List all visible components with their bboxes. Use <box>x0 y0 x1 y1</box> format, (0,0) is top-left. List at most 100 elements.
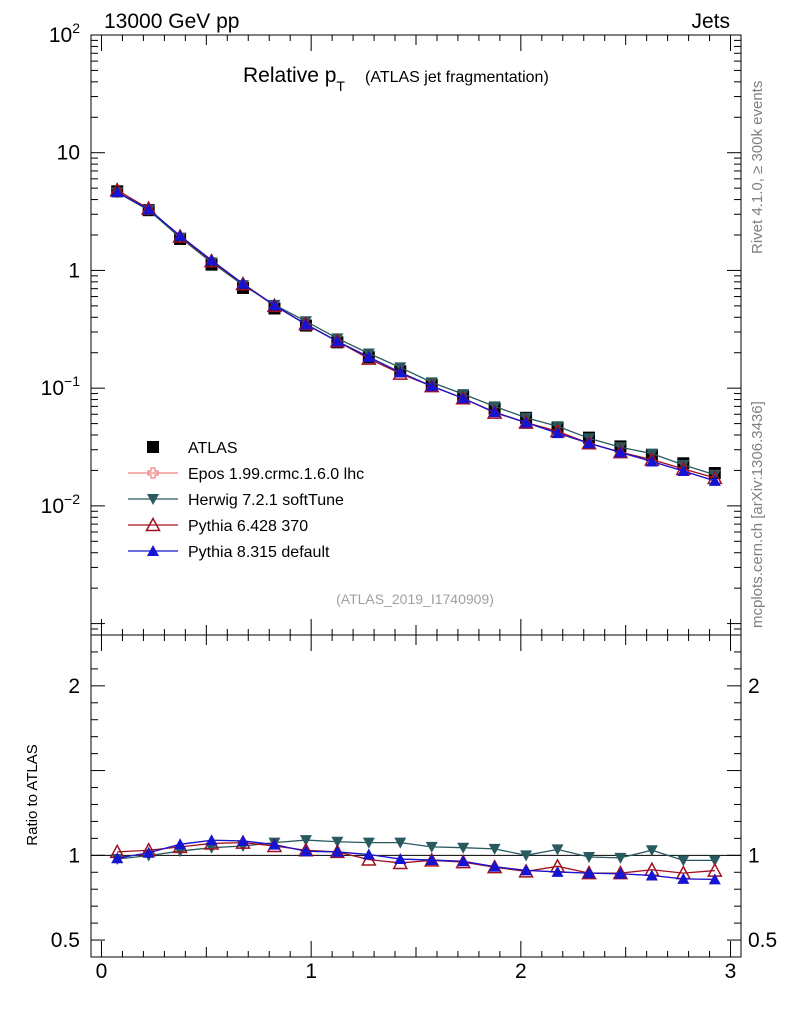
pythia8-ratio-point <box>394 853 407 865</box>
herwig-ratio-point <box>614 852 627 864</box>
x-tick-label: 1 <box>305 960 317 983</box>
pythia8-series-point <box>331 335 344 347</box>
pythia8-ratio-point <box>425 854 438 866</box>
epos-series-line <box>116 191 715 482</box>
pythia8-ratio-point <box>362 848 375 860</box>
category-label: Jets <box>691 10 730 33</box>
pythia8-series-point <box>457 392 470 404</box>
ratio-tick-label-right: 0.5 <box>748 929 777 952</box>
y-tick-label-base: 10 <box>41 495 64 518</box>
ratio-tick-label: 0.5 <box>51 929 80 952</box>
herwig-ratio-point <box>362 837 375 849</box>
pythia8-ratio-point <box>299 845 312 857</box>
y-tick-label-exponent: −1 <box>64 373 80 389</box>
pythia8-series-point <box>268 299 281 311</box>
legend-marker-epos <box>147 467 159 479</box>
legend-label-pythia8: Pythia 8.315 default <box>188 544 330 561</box>
y-tick-label: 10−2 <box>41 491 81 518</box>
pythia8-series-point <box>488 406 501 418</box>
pythia8-ratio-point <box>614 867 627 879</box>
herwig-ratio-point <box>299 835 312 847</box>
pythia8-ratio-point <box>205 834 218 846</box>
pythia8-ratio-point <box>488 860 501 872</box>
pythia8-series-point <box>614 446 627 458</box>
pythia8-series-point <box>142 203 155 215</box>
pythia8-ratio-point <box>331 845 344 857</box>
pythia8-ratio-point <box>237 834 250 846</box>
y-tick-label-base: 10 <box>49 24 72 47</box>
y-tick-label: 10 <box>57 142 80 165</box>
pythia8-ratio-line <box>117 839 715 881</box>
pythia8-series-point <box>677 464 690 476</box>
herwig-series-point <box>551 421 564 433</box>
ratio-y-axis: 2 2 1 1 0.5 0.5 <box>51 651 777 952</box>
pythia8-ratio-point <box>142 846 155 858</box>
pythia8-series-point <box>111 186 124 198</box>
herwig-ratio-point <box>394 837 407 849</box>
pythia6-series-point <box>329 333 346 348</box>
pythia6-series-point <box>423 378 440 393</box>
pythia6-series-point <box>298 316 314 331</box>
pythia8-series-point <box>174 229 187 241</box>
pythia8-ratio-point <box>174 838 187 850</box>
y-tick-label-base: 1 <box>68 259 80 282</box>
legend: ATLAS Epos 1.99.crmc.1.6.0 lhc Herwig 7.2.… <box>128 440 364 561</box>
herwig-ratio-point <box>677 855 690 867</box>
pythia8-ratio-point <box>582 867 595 879</box>
herwig-ratio-point <box>488 843 501 855</box>
pythia6-series-point <box>486 404 503 419</box>
y-tick-label-base: 10 <box>41 377 64 400</box>
pythia8-ratio-point <box>268 838 281 850</box>
x-tick-label: 2 <box>515 960 527 983</box>
y-tick-label: 102 <box>49 20 80 47</box>
y-tick-label: 1 <box>68 259 80 282</box>
herwig-ratio-point <box>582 852 595 864</box>
y-tick-label-base: 10 <box>57 142 80 165</box>
pythia8-series-point <box>708 474 721 486</box>
legend-marker-pythia8 <box>147 545 159 556</box>
ratio-tick-label-right: 1 <box>748 844 760 867</box>
ratio-axis-label: Ratio to ATLAS <box>24 744 41 845</box>
pythia8-ratio-point <box>457 855 470 867</box>
ratio-panel-frame <box>90 634 742 958</box>
pythia8-series-point <box>394 366 407 378</box>
legend-label-atlas: ATLAS <box>188 440 238 457</box>
x-tick-label: 3 <box>725 960 737 983</box>
legend-marker-atlas <box>147 441 159 453</box>
energy-label: 13000 GeV pp <box>104 10 239 33</box>
pythia8-ratio-point <box>677 872 690 884</box>
ratio-series-group <box>109 834 723 885</box>
legend-label-epos: Epos 1.99.crmc.1.6.0 lhc <box>188 466 364 483</box>
y-tick-label-exponent: −2 <box>64 491 80 507</box>
legend-label-pythia6: Pythia 6.428 370 <box>188 518 308 535</box>
pythia8-ratio-point <box>520 864 533 876</box>
pythia8-series-point <box>362 350 375 362</box>
pythia8-series-point <box>520 416 533 428</box>
herwig-ratio-point <box>645 845 658 857</box>
y-tick-label: 10−1 <box>41 373 81 400</box>
legend-marker-pythia6 <box>145 516 161 532</box>
y-tick-label-exponent: 2 <box>72 20 80 36</box>
herwig-ratio-point <box>551 844 564 856</box>
x-tick-label: 0 <box>96 960 108 983</box>
pythia8-series-point <box>205 254 218 266</box>
legend-label-herwig: Herwig 7.2.1 softTune <box>188 492 344 509</box>
pythia8-series-line <box>116 191 715 482</box>
herwig-ratio-point <box>457 842 470 854</box>
pythia6-series-line <box>116 189 715 479</box>
herwig-ratio-point <box>205 842 218 854</box>
upper-series-group <box>109 182 723 486</box>
pythia8-ratio-point <box>111 852 124 864</box>
herwig-ratio-point <box>425 841 438 853</box>
plot-title-subscript: T <box>336 78 345 94</box>
analysis-id-label: (ATLAS_2019_I1740909) <box>336 591 494 607</box>
pythia8-series-point <box>425 380 438 392</box>
pythia8-series-point <box>645 455 658 467</box>
ratio-tick-label: 2 <box>68 675 80 698</box>
ratio-tick-label: 1 <box>68 844 80 867</box>
ratio-tick-label-right: 2 <box>748 675 760 698</box>
pythia8-series-point <box>237 277 250 289</box>
x-axis: 0 1 2 3 <box>96 35 737 983</box>
pythia8-ratio-point <box>645 869 658 881</box>
